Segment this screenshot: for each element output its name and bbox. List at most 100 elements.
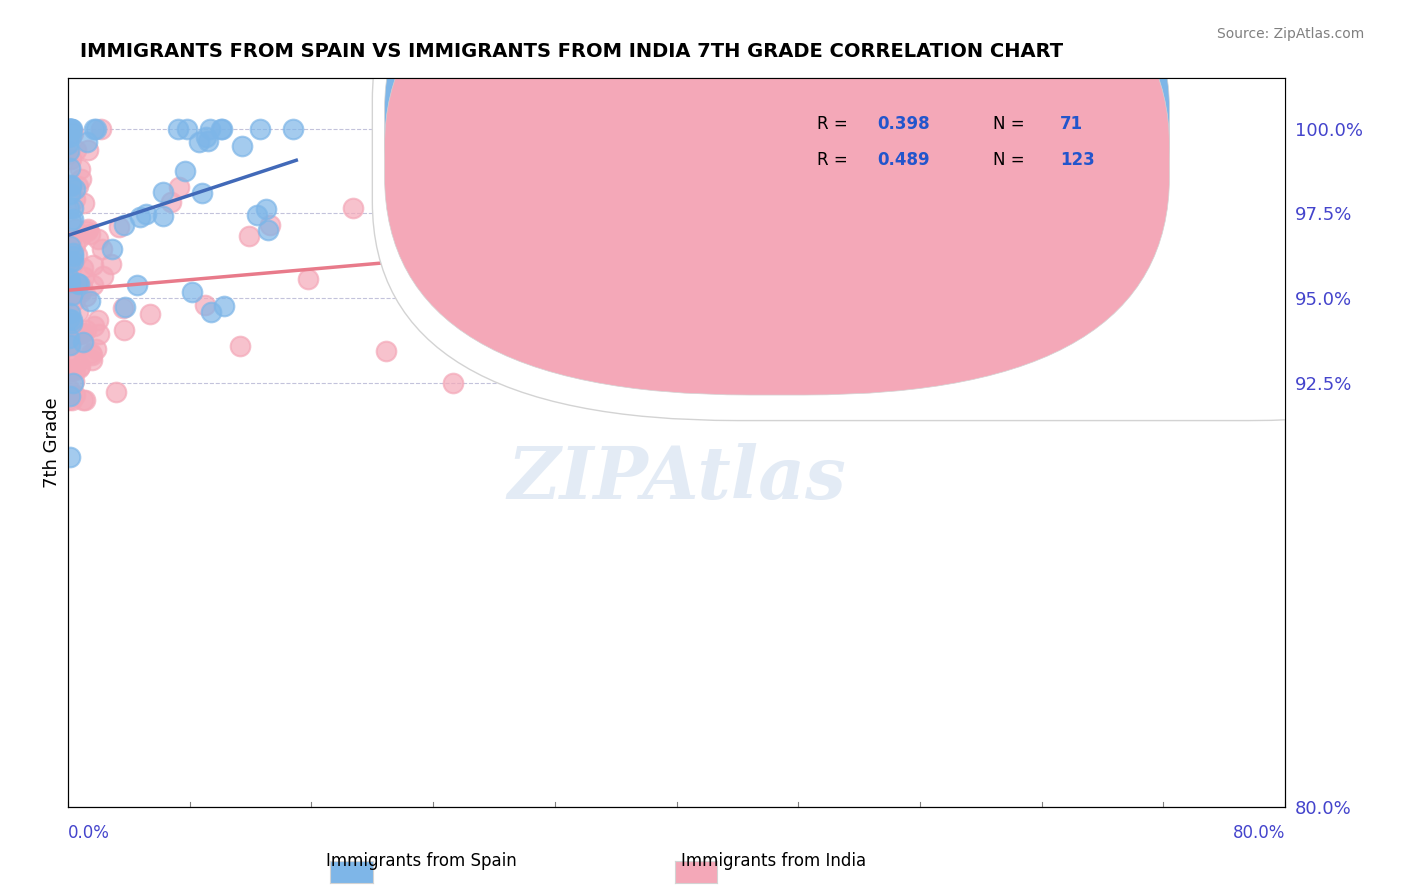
Point (67, 282, 90, 296)
Text: ZIPAtlas: ZIPAtlas (508, 443, 846, 515)
Point (58, 392, 80, 407)
Point (70, 280, 93, 294)
Text: 80.0%: 80.0% (1233, 824, 1285, 842)
Point (59, 121, 82, 136)
Point (60, 244, 83, 259)
Point (1271, 121, 1294, 136)
Point (882, 168, 904, 182)
Point (112, 219, 135, 233)
Point (91, 268, 114, 283)
Point (59, 272, 82, 286)
Point (59, 285, 82, 300)
Point (211, 121, 233, 136)
Point (1123, 184, 1146, 198)
Point (59, 214, 82, 228)
Point (200, 121, 222, 136)
Point (58, 144, 80, 158)
Point (58, 312, 80, 326)
Point (441, 376, 464, 390)
Text: Immigrants from Spain: Immigrants from Spain (326, 852, 517, 870)
Point (832, 190, 855, 204)
Point (82, 353, 104, 368)
Point (555, 377, 578, 392)
Point (1137, 281, 1160, 295)
Point (59, 236, 82, 251)
Text: 0.0%: 0.0% (67, 824, 110, 842)
FancyBboxPatch shape (384, 0, 1170, 359)
Point (69, 162, 91, 177)
Point (1263, 121, 1285, 136)
Text: R =: R = (817, 114, 852, 133)
Point (983, 199, 1005, 213)
Point (59, 346, 82, 360)
Point (281, 121, 304, 136)
Point (59, 255, 82, 269)
Point (59, 338, 82, 352)
Text: R =: R = (817, 151, 852, 169)
Point (114, 323, 136, 337)
Point (59, 161, 82, 175)
Text: 0.489: 0.489 (877, 151, 929, 169)
Point (59, 280, 82, 294)
Point (65, 276, 87, 290)
Point (59, 332, 82, 346)
Point (58, 326, 80, 340)
Point (62, 211, 84, 226)
Point (65, 387, 87, 401)
Point (72, 334, 94, 349)
Point (59, 336, 82, 351)
Point (66, 305, 89, 319)
Point (62, 285, 84, 299)
Point (75, 289, 97, 303)
Point (167, 179, 190, 194)
Point (845, 195, 868, 210)
Text: N =: N = (993, 151, 1031, 169)
Point (60, 232, 83, 246)
Point (58, 382, 80, 396)
Point (135, 207, 157, 221)
Point (62, 260, 84, 274)
Point (1116, 121, 1139, 136)
Point (70, 281, 93, 295)
Point (90, 121, 112, 136)
Point (59, 275, 82, 289)
Point (60, 316, 83, 330)
Point (59, 178, 82, 193)
Point (73, 269, 96, 284)
Point (1156, 127, 1178, 141)
Point (60, 361, 83, 376)
Point (907, 289, 929, 303)
Point (58, 276, 80, 290)
Point (59, 178, 82, 193)
Point (731, 202, 754, 217)
Point (76, 221, 98, 235)
Point (181, 285, 204, 300)
Point (58, 240, 80, 254)
Point (59, 129, 82, 144)
Point (58, 450, 80, 465)
Point (1122, 279, 1144, 293)
Point (191, 186, 214, 201)
Point (58, 129, 80, 144)
Point (77, 143, 100, 157)
Point (1177, 127, 1199, 141)
Point (112, 301, 135, 316)
Point (200, 305, 222, 319)
Point (567, 214, 589, 228)
Point (87, 313, 110, 327)
Point (152, 185, 174, 199)
Point (931, 213, 953, 227)
Point (59, 244, 82, 259)
Point (62, 121, 84, 136)
Point (62, 249, 84, 263)
Point (72, 326, 94, 340)
Point (87, 326, 110, 341)
Point (72, 260, 94, 275)
Point (212, 299, 235, 313)
Point (194, 129, 217, 144)
Point (58, 121, 80, 136)
Point (59, 121, 82, 136)
Point (645, 121, 668, 136)
Point (84, 121, 107, 136)
Point (229, 339, 252, 353)
